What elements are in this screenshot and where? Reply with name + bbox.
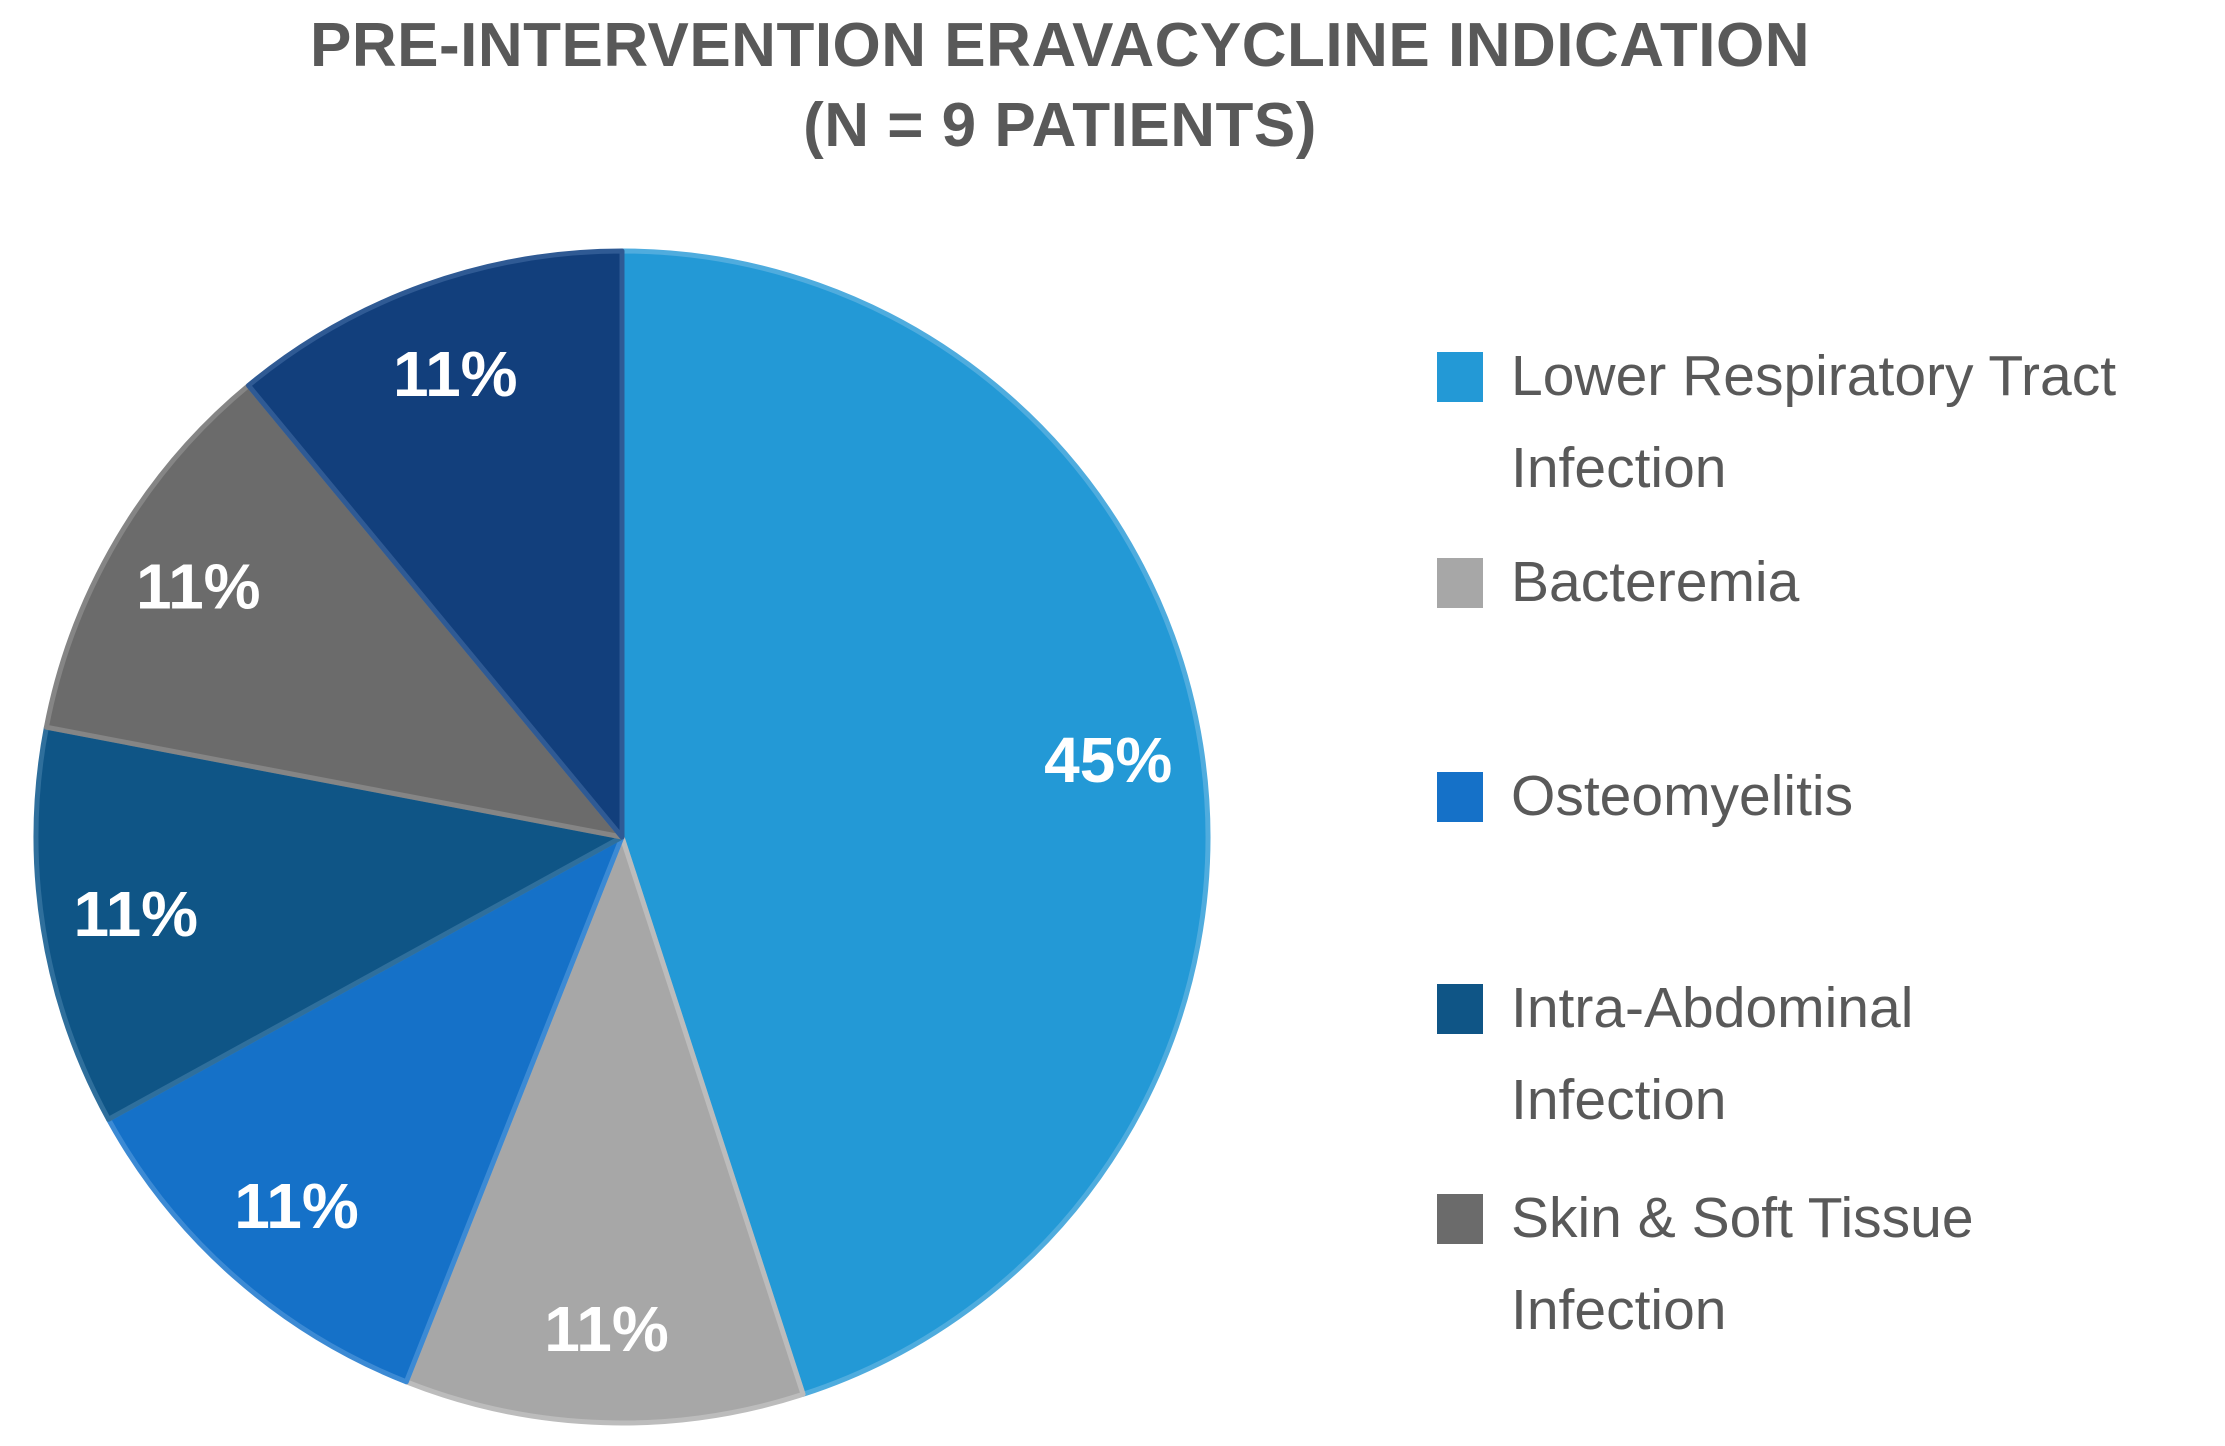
legend-color-swatch xyxy=(1437,772,1483,822)
legend-label-line: Infection xyxy=(1511,1278,1727,1342)
legend-item-bacteremia: Bacteremia xyxy=(1437,536,1799,628)
legend-label-line: Lower Respiratory Tract xyxy=(1511,344,2117,408)
legend-label-line: Intra-Abdominal xyxy=(1511,976,1914,1040)
legend-label-line: Osteomyelitis xyxy=(1511,764,1854,828)
legend: Lower Respiratory Tract Infection Bacter… xyxy=(1437,0,2225,1446)
slice-percent-label: 11% xyxy=(234,1170,359,1242)
pie-slice-6 xyxy=(246,248,625,840)
chart-title-line-1: PRE-INTERVENTION ERAVACYCLINE INDICATION xyxy=(309,11,1811,80)
legend-color-swatch xyxy=(1437,1194,1483,1244)
legend-item-osteomyelitis: Osteomyelitis xyxy=(1437,750,1853,842)
pie-slice-2 xyxy=(403,834,806,1426)
legend-label-line: Skin & Soft Tissue xyxy=(1511,1186,1974,1250)
legend-item-skin-soft-tissue-infection: Skin & Soft Tissue Infection xyxy=(1437,1172,1974,1356)
slice-percent-label: 11% xyxy=(393,338,518,410)
pie-slice-5 xyxy=(43,383,625,840)
chart-title-line-2: (N = 9 PATIENTS) xyxy=(803,91,1317,160)
pie-slice-1 xyxy=(619,248,1211,1397)
pie-slice-3 xyxy=(106,834,625,1385)
legend-color-swatch xyxy=(1437,984,1483,1034)
slice-percent-label: 11% xyxy=(136,550,261,622)
legend-label-line: Bacteremia xyxy=(1511,550,1800,614)
slice-percent-label: 11% xyxy=(544,1293,669,1365)
pie-chart: 45% 11% 11% 11% 11% 11% xyxy=(33,248,1211,1426)
legend-color-swatch xyxy=(1437,352,1483,402)
slice-percent-label: 11% xyxy=(74,878,199,950)
legend-label-line: Infection xyxy=(1511,1068,1727,1132)
legend-item-lower-respiratory-tract-infection: Lower Respiratory Tract Infection xyxy=(1437,330,2116,514)
legend-label-line: Infection xyxy=(1511,436,1727,500)
legend-color-swatch xyxy=(1437,558,1483,608)
legend-item-intra-abdominal-infection: Intra-Abdominal Infection xyxy=(1437,962,1913,1146)
pie-slice-4 xyxy=(33,724,625,1122)
slice-percent-label: 45% xyxy=(1044,724,1172,796)
chart-title: PRE-INTERVENTION ERAVACYCLINE INDICATION… xyxy=(0,6,2120,166)
